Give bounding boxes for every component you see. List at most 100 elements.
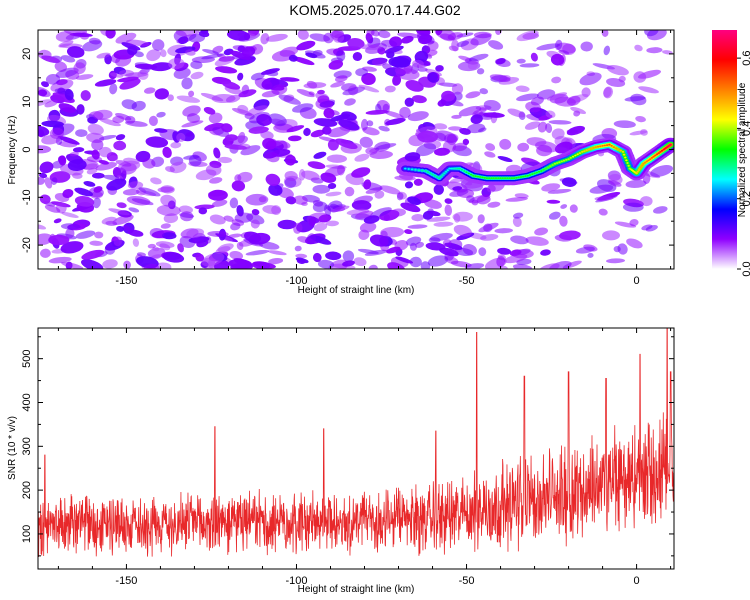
heatmap-x-axis: -150 -100 -50 0 [57, 30, 672, 287]
heatmap-signal-cell [650, 157, 654, 159]
heatmap-noise-blob [411, 213, 424, 222]
heatmap-noise-blob [39, 161, 54, 174]
heatmap-noise-blob [536, 43, 561, 51]
heatmap-signal-cell [612, 146, 616, 149]
heatmap-noise-blob [644, 30, 659, 37]
heatmap-noise-blob [361, 72, 376, 86]
heatmap-noise-blob [40, 248, 51, 258]
heatmap-signal-cell [506, 177, 509, 180]
heatmap-noise-blob [162, 146, 172, 158]
colorbar-tick-label: 0.2 [741, 191, 750, 206]
heatmap-noise-blob [416, 32, 435, 45]
heatmap-noise-blob [617, 243, 628, 255]
heatmap-signal-cell [414, 168, 417, 171]
heatmap-noise-blob [366, 120, 374, 127]
heatmap-signal-cell [647, 159, 650, 162]
heatmap-noise-blob [575, 246, 595, 254]
heatmap-noise-blob [365, 109, 389, 115]
heatmap-signal-cell [508, 177, 511, 180]
heatmap-signal-cell [635, 172, 638, 175]
heatmap-noise-blob [207, 230, 229, 238]
heatmap-noise-blob [569, 204, 578, 213]
heatmap-noise-blob [186, 228, 205, 239]
heatmap-noise-blob [99, 118, 121, 127]
heatmap-signal-cell [627, 164, 630, 167]
heatmap-noise-blob [220, 123, 233, 133]
heatmap-noise-blob [245, 249, 270, 256]
heatmap-noise-blob [318, 136, 336, 142]
heatmap-noise-blob [91, 149, 100, 160]
heatmap-signal-cell [578, 152, 582, 155]
heatmap-noise-blob [271, 84, 288, 95]
heatmap-signal-cell [562, 159, 566, 162]
heatmap-signal-track [396, 137, 674, 186]
heatmap-noise-blob [201, 53, 225, 60]
heatmap-noise-blob [327, 182, 337, 190]
heatmap-noise-blob [653, 206, 668, 214]
heatmap-noise-blob [81, 249, 105, 260]
heatmap-noise-blob [484, 151, 496, 158]
heatmap-signal-cell [574, 154, 577, 157]
heatmap-noise-blob [265, 173, 281, 186]
heatmap-signal-cell [636, 170, 639, 173]
heatmap-noise-blob [66, 46, 85, 58]
heatmap-noise-blob [525, 236, 549, 246]
heatmap-noise-blob [416, 143, 437, 157]
heatmap-noise-blob [93, 186, 103, 193]
heatmap-noise-blob [160, 223, 171, 229]
heatmap-noise-blob [176, 95, 201, 103]
heatmap-noise-blob [541, 183, 561, 192]
heatmap-noise-blob [598, 208, 608, 216]
heatmap-noise-blob [308, 216, 317, 227]
heatmap-noise-blob [358, 84, 380, 93]
heatmap-x-tick-label: -150 [115, 275, 137, 287]
heatmap-signal-cell [441, 174, 444, 176]
heatmap-signal-cell [637, 169, 641, 172]
heatmap-noise-blob [516, 30, 539, 42]
heatmap-signal-cell [501, 177, 504, 180]
heatmap-noise-blob [462, 244, 477, 256]
heatmap-noise-blob [205, 236, 212, 244]
heatmap-noise-blob [209, 214, 226, 225]
heatmap-signal-cell [615, 147, 618, 150]
heatmap-noise-blob [380, 226, 405, 238]
heatmap-noise-blob [370, 207, 392, 218]
heatmap-noise-blob [434, 30, 457, 41]
heatmap-noise-blob [102, 259, 118, 269]
heatmap-noise-blob [384, 110, 404, 119]
heatmap-noise-blob [91, 139, 104, 151]
heatmap-noise-blob [559, 215, 568, 227]
heatmap-noise-blob [182, 105, 201, 117]
heatmap-signal-cell [544, 167, 548, 170]
heatmap-noise-blob [488, 40, 504, 50]
heatmap-signal-cell [404, 167, 407, 170]
heatmap-noise-blob [303, 82, 327, 89]
heatmap-noise-blob [173, 67, 191, 79]
heatmap-noise-blob [392, 75, 402, 86]
heatmap-noise-blob [313, 118, 338, 127]
heatmap-noise-blob [69, 151, 79, 157]
heatmap-noise-blob [477, 214, 485, 224]
heatmap-noise-blob [365, 147, 378, 155]
heatmap-noise-blob [297, 30, 309, 40]
heatmap-noise-blob [41, 55, 60, 63]
heatmap-noise-blob [468, 53, 489, 62]
heatmap-noise-blob [409, 242, 417, 251]
heatmap-noise-blob [353, 257, 367, 267]
heatmap-signal-cell [465, 171, 468, 174]
heatmap-noise-blob [44, 100, 58, 108]
heatmap-noise-blob [512, 216, 522, 228]
heatmap-signal-cell [649, 158, 652, 161]
heatmap-noise-blob [601, 30, 609, 37]
heatmap-signal-cell [431, 173, 434, 176]
heatmap-signal-cell [619, 149, 622, 152]
heatmap-noise-blob [194, 204, 215, 210]
heatmap-noise-blob [280, 77, 300, 82]
heatmap-noise-blob [150, 177, 162, 185]
heatmap-noise-blob [188, 33, 205, 43]
heatmap-noise-blob [313, 151, 327, 159]
heatmap-noise-blob [160, 49, 167, 58]
heatmap-noise-blob [134, 63, 158, 70]
heatmap-noise-blob [260, 33, 270, 45]
heatmap-noise-blob [168, 57, 185, 70]
